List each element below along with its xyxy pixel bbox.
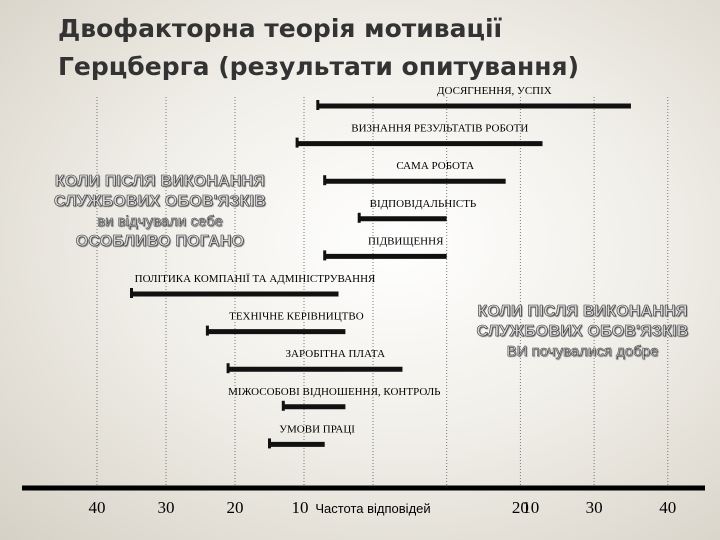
x-tick-label: 20	[227, 498, 244, 517]
bar-label: ДОСЯГНЕННЯ, УСПІХ	[437, 85, 552, 97]
bar-label: МІЖОСОБОВІ ВІДНОШЕННЯ, КОНТРОЛЬ	[228, 386, 440, 398]
x-tick-label: 30	[586, 498, 603, 517]
bar-label: ЗАРОБІТНА ПЛАТА	[286, 348, 386, 360]
bar-label: ТЕХНІЧНЕ КЕРІВНИЦТВО	[229, 311, 364, 323]
x-tick-label: 40	[89, 498, 106, 517]
x-tick-label: 20	[512, 498, 529, 517]
bar-label: ПОЛІТИКА КОМПАНІЇ ТА АДМІНІСТРУВАННЯ	[135, 273, 376, 285]
page-title: Двофакторна теорія мотивації Герцберга (…	[58, 10, 579, 86]
note-bad-feelings: КОЛИ ПІСЛЯ ВИКОНАННЯ СЛУЖБОВИХ ОБОВ'ЯЗКІ…	[30, 172, 290, 252]
x-tick-label: 30	[158, 498, 175, 517]
bar-label: УМОВИ ПРАЦІ	[279, 423, 355, 435]
bar-label: ВИЗНАННЯ РЕЗУЛЬТАТІВ РОБОТИ	[351, 123, 528, 135]
bar-labels: ДОСЯГНЕННЯ, УСПІХ ВИЗНАННЯ РЕЗУЛЬТАТІВ РО…	[135, 85, 552, 435]
x-axis-label: Частота відповідей	[315, 501, 430, 516]
bar-label: ПІДВИЩЕННЯ	[368, 235, 444, 247]
title-line-2: Герцберга (результати опитування)	[58, 52, 580, 81]
x-tick-label: 40	[659, 498, 676, 517]
grid-lines	[96, 97, 669, 486]
note-good-feelings: КОЛИ ПІСЛЯ ВИКОНАННЯ СЛУЖБОВИХ ОБОВ'ЯЗКІ…	[455, 302, 710, 362]
x-tick-label: 10	[292, 498, 309, 517]
note-left-line-4: ОСОБЛИВО ПОГАНО	[75, 233, 245, 251]
note-left-line-1: КОЛИ ПІСЛЯ ВИКОНАННЯ	[54, 173, 266, 191]
note-left-line-3: ви відчували себе	[97, 213, 223, 231]
note-right-line-2: СЛУЖБОВИХ ОБОВ'ЯЗКІВ	[476, 323, 689, 341]
bars	[130, 100, 631, 449]
title-line-1: Двофакторна теорія мотивації	[58, 14, 503, 43]
note-right-line-3: ВИ почувалися добре	[506, 343, 659, 361]
x-tick-label: 10	[522, 498, 539, 517]
note-left-line-2: СЛУЖБОВИХ ОБОВ'ЯЗКІВ	[54, 193, 266, 211]
bar-label: ВІДПОВІДАЛЬНІСТЬ	[370, 198, 477, 210]
bar-label: САМА РОБОТА	[396, 160, 474, 172]
note-right-line-1: КОЛИ ПІСЛЯ ВИКОНАННЯ	[477, 303, 688, 321]
